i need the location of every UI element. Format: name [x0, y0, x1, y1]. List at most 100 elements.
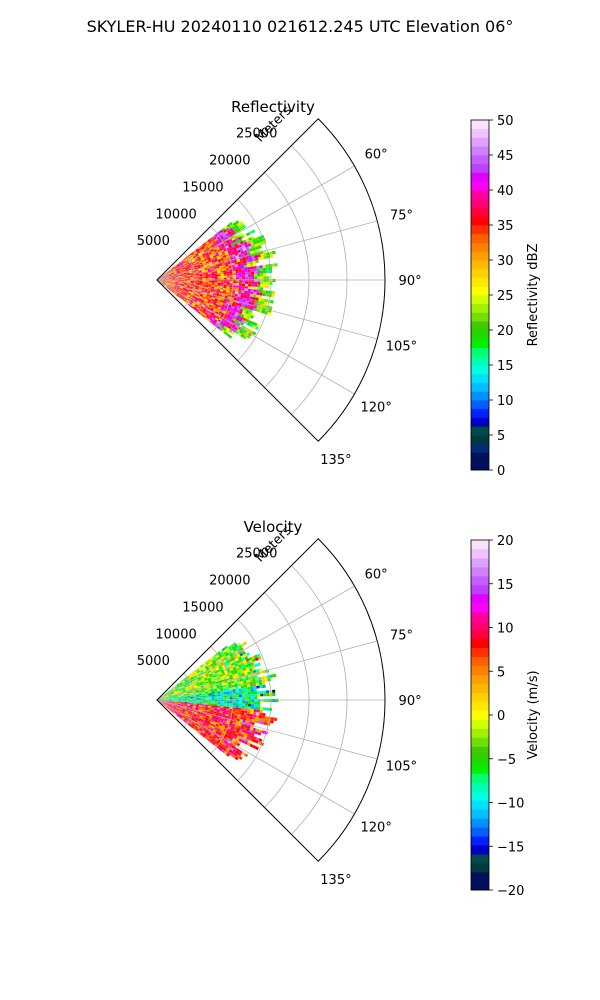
data-cell [229, 267, 233, 270]
data-cell [235, 275, 239, 278]
data-cell [254, 284, 258, 287]
data-cell [193, 675, 197, 679]
data-cell [260, 281, 264, 285]
colorbar-swatch [471, 461, 489, 471]
data-cell [159, 697, 163, 699]
data-cell [191, 723, 195, 727]
data-cell [208, 253, 213, 256]
data-cell [266, 270, 270, 274]
data-cell [164, 693, 168, 695]
data-cell [190, 280, 194, 282]
colorbar-swatch [471, 295, 489, 305]
data-cell [245, 257, 249, 261]
data-cell [166, 707, 170, 710]
data-cell [225, 324, 229, 328]
data-cell [165, 281, 169, 283]
data-cell [176, 294, 180, 297]
data-cell [210, 738, 214, 743]
data-cell [165, 695, 169, 697]
data-cell [201, 245, 205, 249]
data-cell [257, 704, 261, 708]
data-cell [253, 286, 258, 290]
data-cell [243, 735, 248, 739]
data-cell [223, 284, 227, 287]
data-cell [226, 281, 230, 284]
data-cell [195, 723, 199, 727]
data-cell [201, 298, 205, 301]
data-cell [190, 277, 194, 279]
data-cell [196, 280, 200, 282]
data-cell [204, 268, 208, 271]
data-cell [189, 704, 194, 707]
data-cell [239, 232, 244, 237]
data-cell [243, 670, 248, 674]
data-cell [236, 660, 240, 664]
data-cell [198, 286, 203, 288]
data-cell [218, 683, 223, 687]
data-cell [210, 300, 214, 303]
data-cell [198, 672, 202, 676]
data-cell [195, 680, 199, 683]
data-cell [206, 314, 210, 318]
data-cell [251, 730, 256, 734]
data-cell [162, 702, 166, 704]
data-cell [233, 297, 237, 301]
colorbar-tick-label: 0 [497, 464, 505, 479]
data-cell [215, 261, 219, 264]
data-cell [171, 686, 175, 690]
data-cell [202, 283, 206, 285]
data-cell [252, 678, 256, 682]
data-cell [249, 668, 253, 672]
data-cell [224, 682, 229, 685]
data-cell [178, 686, 182, 689]
data-cell [159, 696, 162, 699]
data-cell [162, 702, 166, 705]
data-cell [229, 753, 234, 757]
data-cell [235, 266, 239, 269]
data-cell [171, 695, 175, 697]
data-cell [171, 694, 175, 696]
data-cell [209, 237, 214, 241]
data-cell [176, 689, 180, 692]
data-cell [219, 674, 223, 678]
data-cell [171, 275, 175, 277]
data-cell [265, 707, 270, 711]
data-cell [235, 703, 239, 706]
data-cell [164, 693, 168, 696]
data-cell [170, 691, 174, 694]
data-cell [252, 258, 256, 262]
data-cell [211, 317, 215, 321]
data-cell [241, 703, 246, 707]
data-cell [231, 723, 236, 727]
data-cell [231, 303, 236, 307]
data-cell [166, 706, 170, 709]
data-cell [247, 291, 251, 294]
data-cell [178, 710, 182, 713]
data-cell [195, 681, 199, 684]
data-cell [242, 729, 247, 733]
data-cell [192, 716, 196, 719]
data-cell [175, 282, 178, 284]
data-cell [168, 693, 171, 696]
data-cell [189, 722, 193, 725]
data-cell [233, 747, 238, 751]
data-cell [173, 270, 177, 273]
data-cell [194, 300, 198, 303]
data-cell [192, 260, 196, 263]
data-cell [251, 696, 255, 700]
data-cell [222, 266, 226, 269]
data-cell [217, 701, 221, 703]
data-cell [180, 284, 184, 287]
data-cell [249, 330, 254, 334]
colorbar-label: Reflectivity dBZ [526, 244, 541, 347]
data-cell [239, 678, 244, 682]
data-cell [214, 287, 218, 289]
data-cell [200, 300, 204, 304]
data-cell [198, 679, 202, 683]
data-cell [217, 671, 222, 674]
data-cell [190, 725, 194, 729]
data-cell [215, 239, 219, 243]
data-cell [185, 680, 189, 683]
data-cell [176, 684, 180, 687]
data-cell [231, 225, 236, 230]
